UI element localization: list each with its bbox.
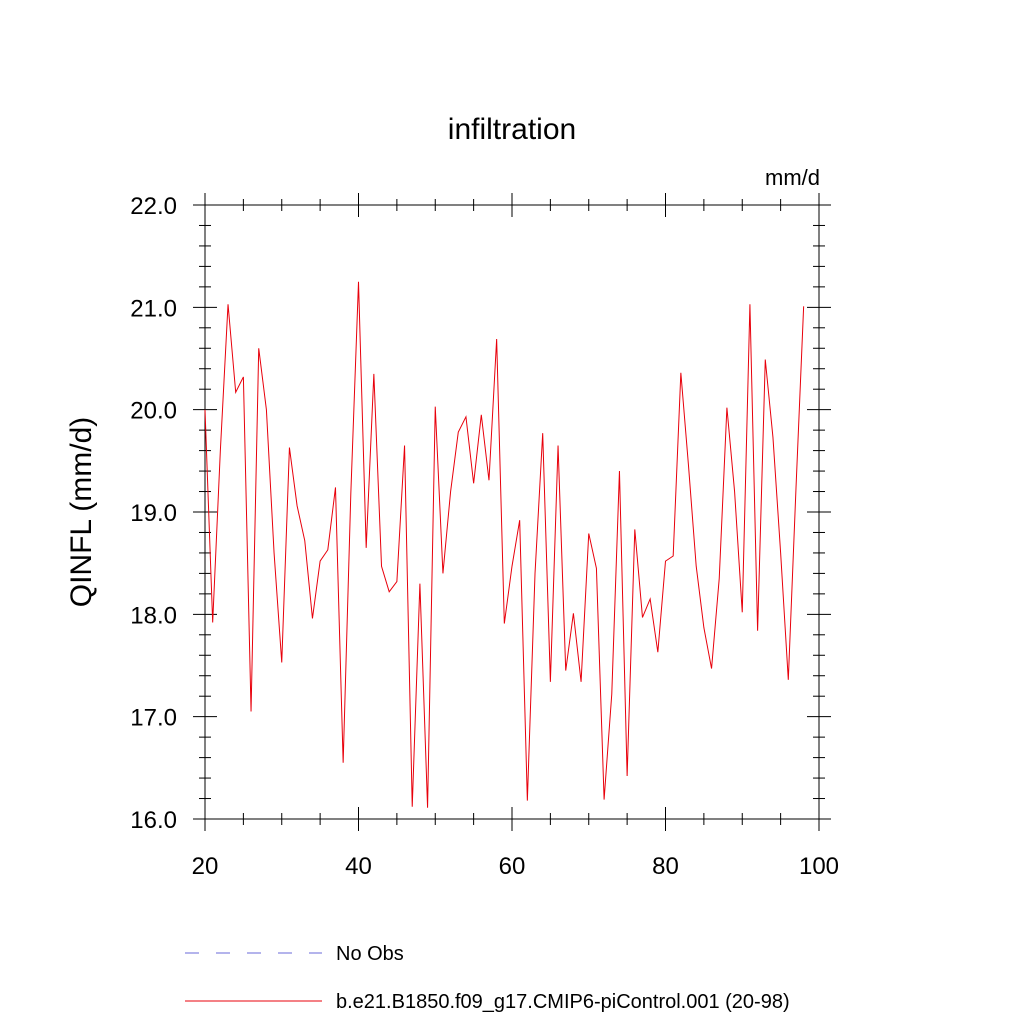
- plot-frame: [204, 204, 820, 820]
- series-line-1: [204, 281, 805, 808]
- y-tick-label: 21.0: [130, 295, 177, 322]
- units-label: mm/d: [765, 165, 820, 190]
- y-tick-label: 19.0: [130, 500, 177, 527]
- chart-title: infiltration: [448, 113, 576, 146]
- legend: No Obs b.e21.B1850.f09_g17.CMIP6-piContro…: [185, 943, 790, 1013]
- y-axis-label: QINFL (mm/d): [65, 417, 98, 608]
- x-tick-label: 40: [345, 853, 372, 880]
- legend-label-1: b.e21.B1850.f09_g17.CMIP6-piControl.001 …: [336, 991, 790, 1013]
- y-tick-label: 17.0: [130, 705, 177, 732]
- x-tick-label: 80: [652, 853, 679, 880]
- y-tick-label: 22.0: [130, 193, 177, 220]
- tick-labels: 20 40 60 80 100 16.0 17.0 18.0 19.0 20.0 21.0 22.0: [130, 193, 839, 880]
- legend-label-0: No Obs: [336, 943, 404, 965]
- x-tick-label: 100: [799, 853, 839, 880]
- series-layer: [204, 281, 805, 808]
- y-tick-label: 20.0: [130, 398, 177, 425]
- y-tick-label: 16.0: [130, 807, 177, 834]
- axis-ticks: [193, 193, 831, 831]
- x-tick-label: 20: [192, 853, 219, 880]
- x-tick-label: 60: [499, 853, 526, 880]
- y-tick-label: 18.0: [130, 602, 177, 629]
